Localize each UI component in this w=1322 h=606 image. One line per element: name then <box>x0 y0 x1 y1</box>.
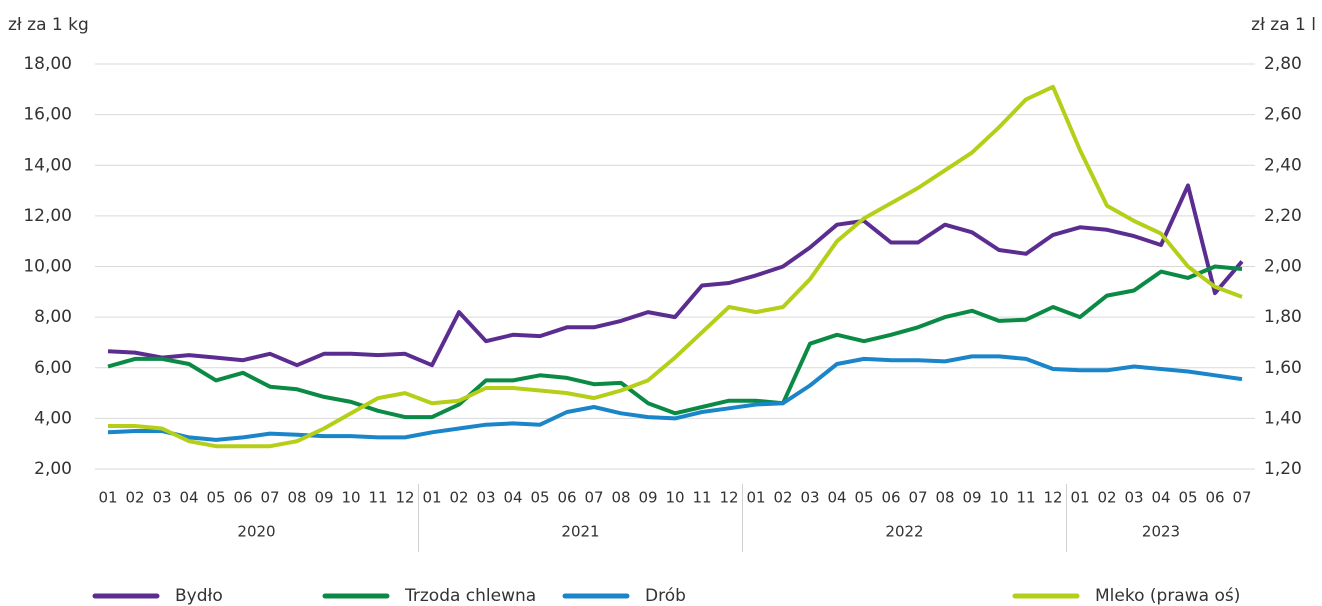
legend-label: Mleko (prawa oś) <box>1095 586 1240 606</box>
x-tick-label: 03 <box>800 489 819 507</box>
series-line <box>107 183 1244 368</box>
x-tick-label: 03 <box>476 489 495 507</box>
x-group-label: 2020 <box>237 523 275 541</box>
y2-tick-label: 1,40 <box>1264 408 1302 428</box>
x-tick-label: 10 <box>341 489 360 507</box>
y2-tick-label: 2,60 <box>1264 105 1302 125</box>
x-group-label: 2022 <box>885 523 923 541</box>
x-tick-label: 06 <box>881 489 900 507</box>
y-tick-label: 12,00 <box>23 206 72 226</box>
x-tick-label: 07 <box>1232 489 1251 507</box>
x-tick-label: 08 <box>611 489 630 507</box>
x-tick-label: 04 <box>827 489 846 507</box>
x-tick-label: 01 <box>746 489 765 507</box>
x-tick-label: 06 <box>557 489 576 507</box>
x-tick-label: 05 <box>1178 489 1197 507</box>
y2-tick-label: 2,40 <box>1264 155 1302 175</box>
x-tick-label: 03 <box>152 489 171 507</box>
x-tick-label: 05 <box>854 489 873 507</box>
x-tick-label: 02 <box>125 489 144 507</box>
x-tick-label: 12 <box>719 489 738 507</box>
x-tick-label: 11 <box>692 489 711 507</box>
y-tick-label: 4,00 <box>34 408 72 428</box>
x-tick-label: 04 <box>503 489 522 507</box>
x-tick-label: 11 <box>1016 489 1035 507</box>
legend-label: Bydło <box>175 586 223 606</box>
x-tick-label: 05 <box>206 489 225 507</box>
y-tick-label: 18,00 <box>23 54 72 74</box>
y2-tick-label: 2,80 <box>1264 54 1302 74</box>
x-tick-label: 07 <box>584 489 603 507</box>
x-tick-label: 02 <box>449 489 468 507</box>
x-tick-label: 05 <box>530 489 549 507</box>
x-tick-label: 02 <box>773 489 792 507</box>
x-group-label: 2023 <box>1142 523 1180 541</box>
y-tick-label: 8,00 <box>34 307 72 327</box>
x-tick-label: 11 <box>368 489 387 507</box>
y-tick-label: 2,00 <box>34 459 72 479</box>
y-tick-label: 10,00 <box>23 257 72 277</box>
series-line <box>108 84 1243 449</box>
x-group-label: 2021 <box>561 523 599 541</box>
x-tick-label: 12 <box>1043 489 1062 507</box>
x-tick-label: 04 <box>179 489 198 507</box>
x-tick-label: 06 <box>233 489 252 507</box>
y-tick-label: 16,00 <box>23 105 72 125</box>
x-tick-label: 10 <box>989 489 1008 507</box>
y2-tick-label: 1,60 <box>1264 358 1302 378</box>
y-tick-label: 6,00 <box>34 358 72 378</box>
series-line <box>107 264 1243 420</box>
y2-tick-label: 1,80 <box>1264 307 1302 327</box>
x-tick-label: 03 <box>1124 489 1143 507</box>
x-tick-label: 10 <box>665 489 684 507</box>
series-line <box>107 354 1243 442</box>
y2-tick-label: 2,20 <box>1264 206 1302 226</box>
x-tick-label: 08 <box>287 489 306 507</box>
y2-tick-label: 2,00 <box>1264 257 1302 277</box>
x-tick-label: 02 <box>1097 489 1116 507</box>
x-tick-label: 07 <box>260 489 279 507</box>
x-tick-label: 01 <box>1070 489 1089 507</box>
x-tick-label: 01 <box>422 489 441 507</box>
x-tick-label: 12 <box>395 489 414 507</box>
x-tick-label: 01 <box>98 489 117 507</box>
y2-tick-label: 1,20 <box>1264 459 1302 479</box>
x-tick-label: 07 <box>908 489 927 507</box>
x-tick-label: 09 <box>638 489 657 507</box>
x-tick-label: 06 <box>1205 489 1224 507</box>
x-tick-label: 08 <box>935 489 954 507</box>
y2-axis-label: zł za 1 l <box>1251 15 1316 35</box>
legend-label: Trzoda chlewna <box>404 586 536 606</box>
x-tick-label: 04 <box>1151 489 1170 507</box>
y-axis-label: zł za 1 kg <box>8 15 89 35</box>
y-tick-label: 14,00 <box>23 155 72 175</box>
x-tick-label: 09 <box>314 489 333 507</box>
legend-label: Drób <box>645 586 686 606</box>
x-tick-label: 09 <box>962 489 981 507</box>
